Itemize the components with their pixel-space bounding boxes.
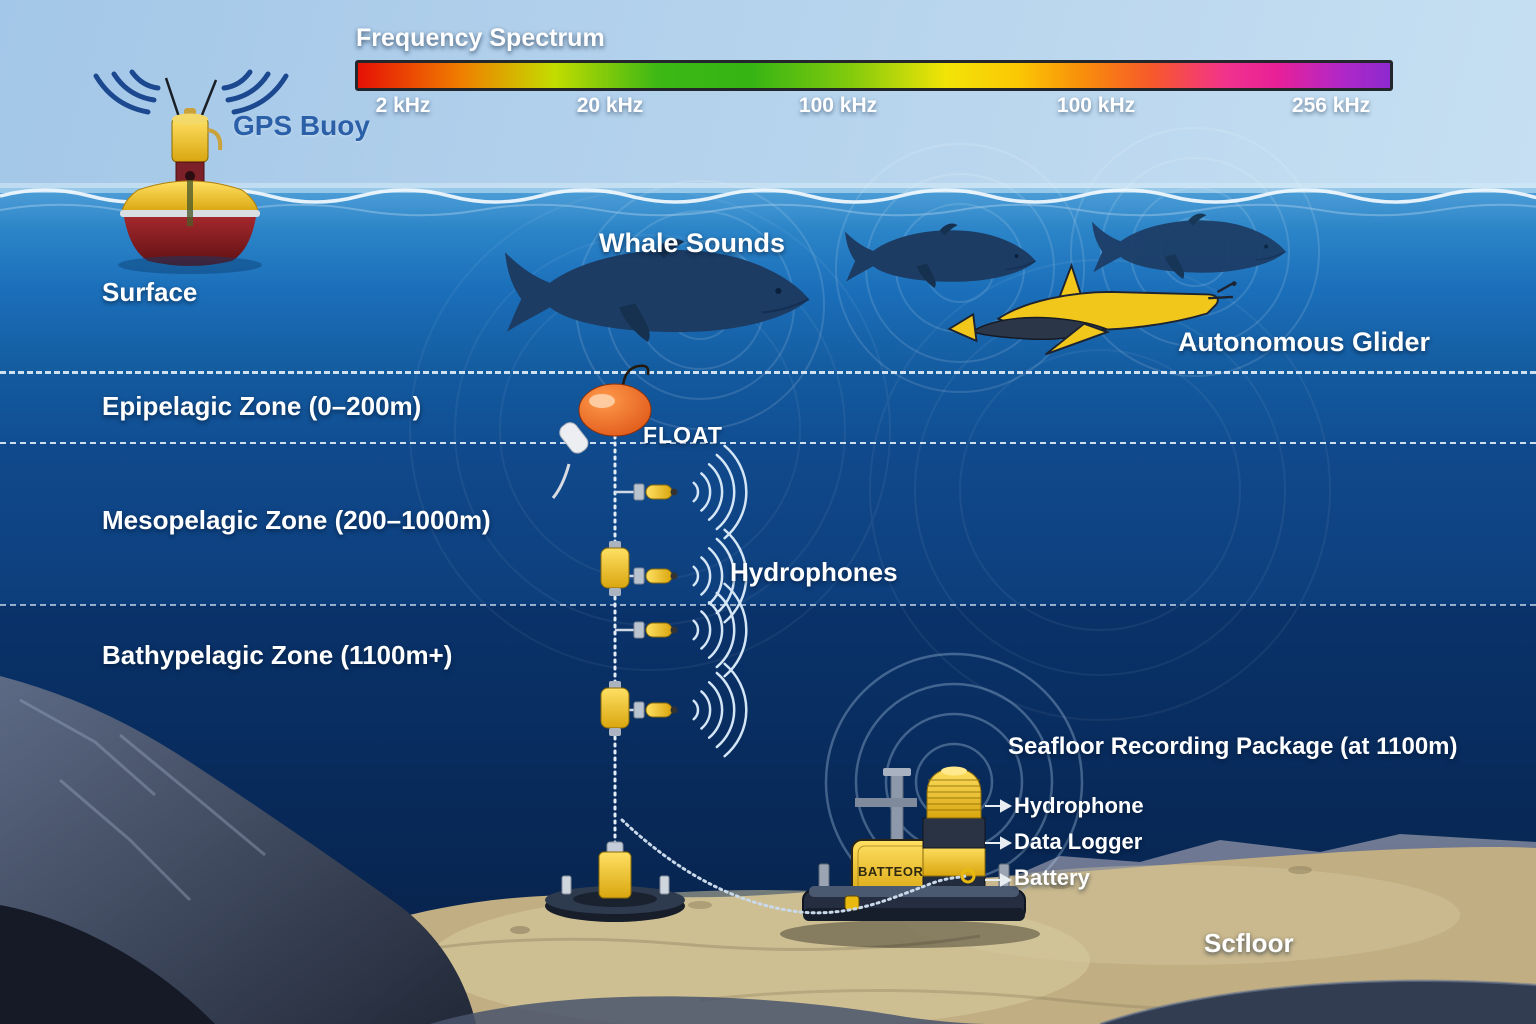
frequency-spectrum-bar [355, 60, 1393, 91]
zone-divider-line [0, 371, 1536, 374]
mooring-anchor [545, 841, 685, 922]
mooring-line-illustration [551, 364, 748, 856]
bathypelagic-zone-label: Bathypelagic Zone (1100m+) [102, 640, 453, 670]
seafloor-label: Scfloor [1204, 928, 1294, 958]
zone-divider-line [0, 442, 1536, 444]
seafloor-recording-package-illustration: BATTEORY [780, 766, 1040, 948]
seafloor-package-title: Seafloor Recording Package (at 1100m) [1008, 733, 1458, 760]
whale-sounds-label: Whale Sounds [599, 228, 786, 258]
mesopelagic-zone-label: Mesopelagic Zone (200–1000m) [102, 505, 491, 535]
spectrum-tick: 20 kHz [576, 94, 644, 117]
seafloor-terrain [0, 676, 1536, 1024]
spectrum-tick: 256 kHz [1291, 94, 1371, 117]
spectrum-tick: 100 kHz [1056, 94, 1136, 117]
component-arrows [985, 799, 1013, 887]
spectrum-title: Frequency Spectrum [356, 24, 605, 52]
mesopelagic-zone-band [0, 443, 1536, 605]
zone-divider-line [0, 604, 1536, 606]
float-label: FLOAT [643, 422, 723, 448]
hydrophone-component-label: Hydrophone [1014, 793, 1144, 818]
spectrum-tick: 2 kHz [375, 94, 431, 117]
anchor-to-package-cable [620, 818, 968, 915]
hydrophone-units [615, 444, 748, 758]
autonomous-glider-illustration [947, 262, 1237, 356]
line-float-cylinders [600, 541, 630, 736]
sky-background [0, 0, 1536, 190]
gps-buoy-label: GPS Buoy [233, 110, 370, 141]
battery-box-text: BATTEORY [858, 864, 932, 879]
data-logger-component-label: Data Logger [1014, 829, 1143, 854]
cable-shackle [960, 868, 976, 884]
autonomous-glider-label: Autonomous Glider [1178, 327, 1430, 357]
battery-component-label: Battery [1014, 865, 1090, 890]
epipelagic-zone-label: Epipelagic Zone (0–200m) [102, 391, 422, 421]
radio-signal-icon [93, 69, 289, 115]
hydrophones-label: Hydrophones [730, 557, 898, 587]
surface-label: Surface [102, 277, 198, 307]
gps-buoy-illustration [93, 69, 289, 274]
antenna-icon [164, 77, 218, 121]
instrument-cylinder [922, 766, 986, 901]
spectrum-tick: 100 kHz [798, 94, 878, 117]
float-illustration [551, 364, 652, 499]
